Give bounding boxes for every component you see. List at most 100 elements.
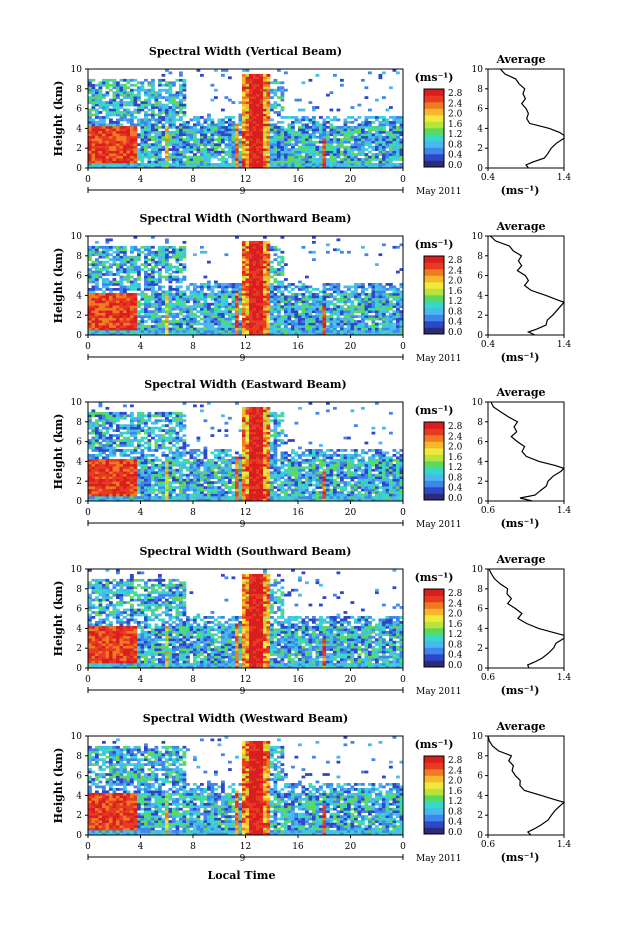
heatmap-cell bbox=[182, 268, 187, 271]
heatmap-cell bbox=[392, 125, 397, 129]
heatmap-cell bbox=[364, 310, 369, 314]
heatmap-cell bbox=[277, 330, 281, 333]
heatmap-cell bbox=[98, 327, 103, 331]
heatmap-cell bbox=[224, 96, 229, 99]
heatmap-cell bbox=[126, 478, 131, 482]
heatmap-cell bbox=[102, 138, 106, 142]
heatmap-cell bbox=[238, 163, 243, 166]
heatmap-cell bbox=[200, 285, 204, 289]
heatmap-cell bbox=[340, 292, 344, 296]
heatmap-cell bbox=[98, 133, 103, 137]
heatmap-cell bbox=[284, 297, 288, 301]
heatmap-cell bbox=[179, 290, 183, 294]
x-tick-label: 16 bbox=[292, 342, 304, 352]
heatmap-cell bbox=[217, 118, 222, 122]
heatmap-cell bbox=[350, 130, 355, 134]
heatmap-cell bbox=[266, 322, 271, 326]
heatmap-cell bbox=[210, 285, 215, 289]
heatmap-cell bbox=[88, 468, 92, 472]
heatmap-cell bbox=[119, 135, 124, 139]
heatmap-cell bbox=[175, 292, 180, 296]
heatmap-cell bbox=[361, 290, 365, 294]
heatmap-cell bbox=[364, 143, 369, 147]
heatmap-cell bbox=[340, 310, 344, 314]
heatmap-cell bbox=[98, 468, 103, 472]
heatmap-cell bbox=[301, 148, 306, 151]
heatmap-cell bbox=[98, 292, 103, 296]
heatmap-cell bbox=[249, 302, 253, 306]
heatmap-cell bbox=[116, 461, 120, 465]
heatmap-cell bbox=[333, 128, 337, 132]
heatmap-cell bbox=[189, 133, 194, 137]
heatmap-cell bbox=[333, 145, 337, 149]
heatmap-cell bbox=[123, 140, 127, 144]
heatmap-cell bbox=[172, 275, 176, 279]
heatmap-cell bbox=[382, 71, 386, 75]
heatmap-cell bbox=[273, 150, 278, 154]
heatmap-cell bbox=[326, 283, 330, 286]
heatmap-cell bbox=[382, 145, 386, 149]
heatmap-cell bbox=[228, 140, 232, 144]
heatmap-cell bbox=[280, 148, 285, 151]
heatmap-cell bbox=[91, 431, 96, 435]
heatmap-cell bbox=[130, 332, 134, 336]
heatmap-cell bbox=[214, 317, 218, 321]
heatmap-cell bbox=[273, 133, 278, 137]
heatmap-cell bbox=[242, 96, 246, 99]
heatmap-cell bbox=[214, 133, 218, 137]
heatmap-cell bbox=[130, 414, 134, 418]
heatmap-cell bbox=[343, 330, 348, 333]
heatmap-cell bbox=[126, 302, 131, 306]
heatmap-cell bbox=[256, 292, 260, 296]
heatmap-cell bbox=[112, 287, 117, 291]
heatmap-cell bbox=[315, 300, 320, 304]
heatmap-cell bbox=[172, 332, 176, 336]
heatmap-cell bbox=[389, 116, 393, 119]
heatmap-cell bbox=[144, 278, 148, 281]
heatmap-cell bbox=[308, 155, 313, 159]
heatmap-cell bbox=[396, 116, 400, 119]
heatmap-cell bbox=[179, 165, 183, 169]
heatmap-cell bbox=[123, 287, 127, 291]
heatmap-cell bbox=[242, 255, 246, 259]
heatmap-cell bbox=[130, 285, 134, 289]
heatmap-cell bbox=[210, 145, 215, 149]
heatmap-cell bbox=[315, 295, 320, 299]
heatmap-cell bbox=[221, 327, 225, 331]
heatmap-cell bbox=[95, 240, 99, 244]
heatmap-cell bbox=[130, 498, 134, 502]
heatmap-cell bbox=[88, 148, 92, 151]
heatmap-cell bbox=[112, 145, 117, 149]
heatmap-cell bbox=[140, 135, 145, 139]
heatmap-cell bbox=[354, 327, 358, 331]
heatmap-cell bbox=[256, 118, 260, 122]
heatmap-cell bbox=[312, 330, 316, 333]
heatmap-cell bbox=[91, 165, 96, 169]
heatmap-cell bbox=[319, 310, 323, 314]
heatmap-cell bbox=[154, 330, 159, 333]
heatmap-cell bbox=[210, 315, 215, 318]
heatmap-cell bbox=[294, 140, 299, 144]
heatmap-cell bbox=[133, 98, 138, 102]
heatmap-cell bbox=[315, 327, 320, 331]
heatmap-cell bbox=[165, 240, 169, 244]
heatmap-cell bbox=[105, 466, 110, 470]
heatmap-cell bbox=[252, 258, 257, 262]
heatmap-cell bbox=[259, 322, 264, 326]
heatmap-cell bbox=[165, 98, 169, 102]
heatmap-cell bbox=[137, 135, 141, 139]
heatmap-cell bbox=[357, 103, 362, 107]
heatmap-cell bbox=[172, 113, 176, 117]
heatmap-cell bbox=[95, 250, 99, 254]
heatmap-cell bbox=[112, 273, 117, 276]
heatmap-cell bbox=[364, 138, 369, 142]
heatmap-cell bbox=[126, 78, 131, 82]
heatmap-cell bbox=[175, 128, 180, 132]
heatmap-cell bbox=[343, 130, 348, 134]
heatmap-cell bbox=[95, 493, 99, 497]
heatmap-cell bbox=[371, 283, 376, 286]
heatmap-cell bbox=[207, 125, 211, 129]
heatmap-cell bbox=[102, 155, 106, 159]
colorbar-frame bbox=[423, 88, 445, 168]
heatmap-cell bbox=[154, 307, 159, 311]
